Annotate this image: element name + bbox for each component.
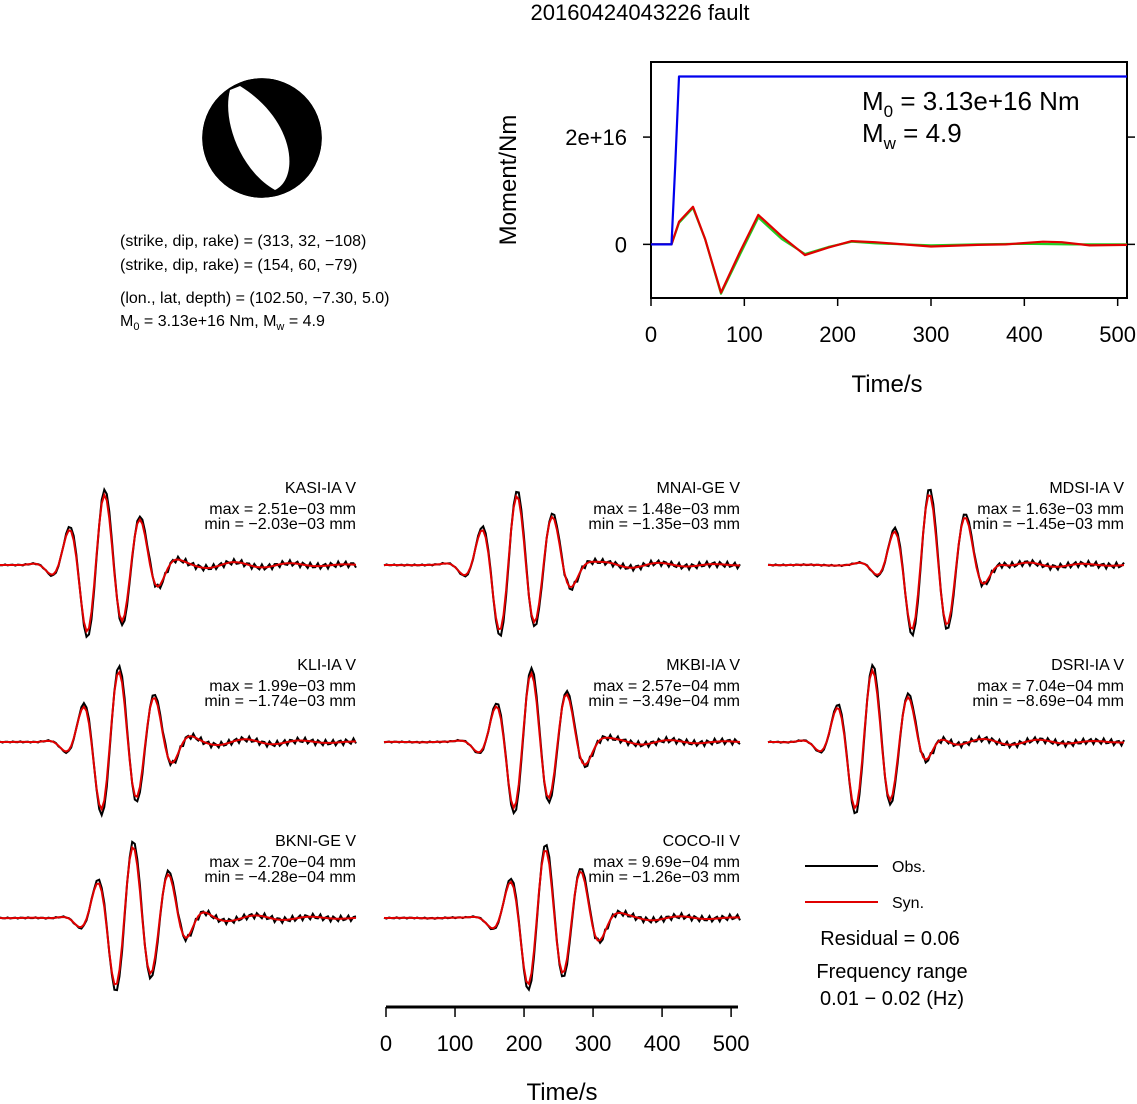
moment-series-green [651, 206, 1127, 295]
legend: Obs. Syn. [805, 859, 926, 912]
mechanism-line-1: (strike, dip, rake) = (313, 32, −108) [120, 233, 366, 250]
synthetic-trace [384, 850, 740, 986]
moment-y-tick-label: 2e+16 [565, 125, 627, 150]
synthetic-trace [384, 494, 741, 631]
trace-min-label: min = −2.03e−03 mm [204, 516, 356, 533]
magnitude-value-label: Mw = 4.9 [862, 118, 962, 153]
trace-min-label: min = −8.69e−04 mm [972, 693, 1124, 710]
moment-x-tick-label: 500 [1099, 322, 1136, 347]
trace-max-label: max = 1.48e−03 mm [593, 501, 740, 518]
mechanism-line-2: (strike, dip, rake) = (154, 60, −79) [120, 257, 357, 274]
moment-y-tick-label: 0 [615, 232, 627, 257]
figure-title: 20160424043226 fault [531, 0, 750, 25]
station-label: DSRI-IA V [1051, 657, 1124, 674]
moment-panel-frame [650, 61, 1128, 299]
waveform-x-tick-label: 300 [575, 1031, 612, 1056]
moment-axes: 0 100 200 300 400 500 0 2e+16 [565, 125, 1136, 347]
waveform-x-tick-label: 0 [380, 1031, 392, 1056]
synthetic-trace [0, 492, 357, 634]
waveform-x-tick-label: 400 [644, 1031, 681, 1056]
moment-summary-line: M0 = 3.13e+16 Nm, Mw = 4.9 [120, 313, 325, 333]
legend-obs-label: Obs. [892, 859, 926, 876]
waveform-x-tick-label: 100 [437, 1031, 474, 1056]
legend-syn-label: Syn. [892, 895, 924, 912]
trace-max-label: max = 1.99e−03 mm [209, 678, 356, 695]
moment-x-label: Time/s [851, 371, 922, 398]
frequency-range-value: 0.01 − 0.02 (Hz) [820, 988, 964, 1010]
synthetic-trace [768, 667, 1124, 811]
waveform-time-axis: 0 100 200 300 400 500 [380, 1005, 750, 1056]
synthetic-trace [383, 670, 741, 811]
moment-y-label: Moment/Nm [495, 115, 522, 246]
waveform-x-label: Time/s [526, 1079, 597, 1104]
moment-x-tick-label: 400 [1006, 322, 1043, 347]
station-label: MNAI-GE V [656, 480, 740, 497]
moment-series [651, 75, 1128, 295]
station-label: MDSI-IA V [1049, 480, 1124, 497]
residual-label: Residual = 0.06 [820, 928, 960, 950]
trace-max-label: max = 1.63e−03 mm [977, 501, 1124, 518]
waveform-x-tick-label: 500 [713, 1031, 750, 1056]
trace-min-label: min = −1.26e−03 mm [588, 869, 740, 886]
trace-min-label: min = −3.49e−04 mm [588, 693, 740, 710]
frequency-range-label: Frequency range [816, 961, 967, 983]
trace-max-label: max = 2.57e−04 mm [593, 678, 740, 695]
synthetic-trace [0, 845, 357, 986]
moment-series-red [651, 205, 1128, 294]
station-label: BKNI-GE V [275, 833, 356, 850]
trace-max-label: max = 9.69e−04 mm [593, 854, 740, 871]
station-label: COCO-II V [663, 833, 741, 850]
synthetic-trace [768, 494, 1125, 631]
station-label: KASI-IA V [285, 480, 356, 497]
moment-series-blue [651, 75, 1127, 246]
moment-value-label: M0 = 3.13e+16 Nm [862, 86, 1080, 121]
moment-x-tick-label: 200 [819, 322, 856, 347]
trace-min-label: min = −1.35e−03 mm [588, 516, 740, 533]
trace-min-label: min = −1.74e−03 mm [204, 693, 356, 710]
trace-max-label: max = 2.70e−04 mm [209, 854, 356, 871]
waveform-x-tick-label: 200 [506, 1031, 543, 1056]
beachball-icon [202, 78, 322, 198]
trace-min-label: min = −4.28e−04 mm [204, 869, 356, 886]
location-line: (lon., lat, depth) = (102.50, −7.30, 5.0… [120, 290, 390, 307]
trace-max-label: max = 2.51e−03 mm [209, 501, 356, 518]
station-label: KLI-IA V [297, 657, 356, 674]
synthetic-trace [0, 669, 356, 812]
moment-x-tick-label: 100 [726, 322, 763, 347]
moment-x-tick-label: 300 [913, 322, 950, 347]
moment-x-tick-label: 0 [645, 322, 657, 347]
trace-max-label: max = 7.04e−04 mm [977, 678, 1124, 695]
station-label: MKBI-IA V [666, 657, 740, 674]
trace-min-label: min = −1.45e−03 mm [972, 516, 1124, 533]
